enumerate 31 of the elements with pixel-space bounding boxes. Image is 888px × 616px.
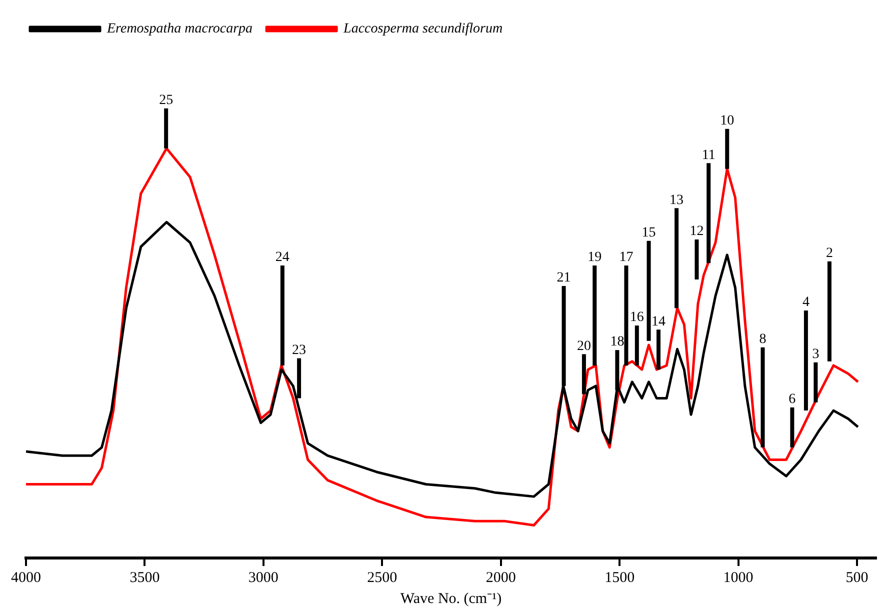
annotation: 18 <box>610 334 624 350</box>
annotation: 6 <box>788 392 796 408</box>
annotation: 13 <box>670 192 684 208</box>
annotation: 12 <box>690 224 704 240</box>
x-tick-label: 1000 <box>723 570 754 586</box>
annotation: 25 <box>159 93 174 108</box>
annotation: 2 <box>826 246 833 262</box>
x-tick-label: 2000 <box>486 570 516 586</box>
annotation: 16 <box>630 310 644 326</box>
annotation: 20 <box>576 338 591 354</box>
x-axis-title: Wave No. (cm⁻¹) <box>400 590 502 607</box>
annotation: 17 <box>619 250 634 266</box>
legend-label: Eremospatha macrocarpa <box>106 22 253 37</box>
annotation: 3 <box>812 347 820 362</box>
annotation: 4 <box>802 295 810 310</box>
annotation: 11 <box>702 148 716 163</box>
annotation: 14 <box>652 314 666 330</box>
annotation: 23 <box>292 342 306 358</box>
annotation: 10 <box>720 114 734 129</box>
annotation: 24 <box>275 250 290 266</box>
annotation: 8 <box>759 332 766 348</box>
annotation: 19 <box>588 250 602 266</box>
x-tick-label: 4000 <box>11 570 41 586</box>
x-tick-label: 500 <box>846 570 868 586</box>
x-tick-label: 2500 <box>367 570 398 586</box>
annotation: 15 <box>642 226 656 241</box>
x-tick-label: 3500 <box>130 570 160 586</box>
x-tick-label: 3000 <box>248 570 278 586</box>
x-tick-label: 1500 <box>604 570 635 586</box>
legend-label: Laccosperma secundiflorum <box>342 22 503 37</box>
annotation: 21 <box>556 270 571 286</box>
